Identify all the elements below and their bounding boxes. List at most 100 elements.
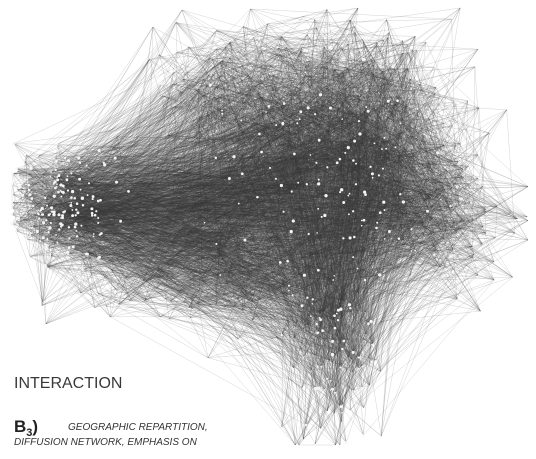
network-node	[61, 214, 64, 218]
network-node	[91, 195, 95, 199]
network-node	[328, 106, 333, 110]
network-node	[310, 315, 312, 317]
network-node	[378, 211, 382, 215]
network-node	[396, 99, 399, 103]
network-node	[293, 152, 296, 156]
network-node	[71, 214, 75, 218]
network-node	[446, 168, 449, 171]
network-node	[375, 226, 378, 230]
network-node	[361, 57, 365, 62]
network-node	[313, 113, 317, 116]
network-node	[351, 210, 355, 213]
network-node	[10, 183, 14, 186]
section-title: INTERACTION	[14, 375, 122, 392]
network-node	[399, 122, 402, 125]
network-node	[298, 118, 301, 121]
network-node	[265, 111, 267, 113]
network-node	[410, 88, 413, 91]
network-node	[16, 223, 19, 226]
network-node	[27, 188, 31, 192]
network-node	[434, 65, 438, 69]
network-node	[90, 207, 94, 211]
network-node	[367, 322, 370, 325]
network-node	[449, 205, 452, 208]
network-node	[76, 211, 80, 215]
network-node	[77, 156, 81, 160]
network-node	[357, 367, 360, 370]
network-node	[353, 139, 357, 143]
network-node	[57, 190, 60, 194]
network-node	[11, 172, 14, 175]
network-node	[35, 241, 39, 245]
network-node	[227, 177, 231, 180]
network-node	[339, 405, 343, 409]
network-node	[42, 221, 46, 225]
network-node	[127, 189, 130, 193]
network-node	[21, 182, 24, 185]
network-node	[46, 237, 49, 241]
network-node	[280, 333, 283, 337]
network-node	[23, 190, 26, 193]
network-node	[80, 196, 85, 200]
network-node	[119, 219, 123, 223]
network-node	[35, 229, 39, 234]
network-node	[67, 226, 71, 229]
network-node	[256, 195, 259, 199]
network-node	[347, 303, 352, 307]
network-node	[410, 228, 413, 231]
network-node	[258, 132, 261, 136]
network-node	[41, 236, 45, 240]
network-node	[315, 161, 318, 164]
network-node	[333, 314, 336, 318]
network-node	[305, 183, 308, 186]
network-node	[60, 195, 63, 198]
network-node	[383, 136, 386, 139]
network-node	[386, 99, 390, 103]
network-node	[281, 121, 285, 125]
network-node	[278, 261, 282, 264]
network-node	[61, 216, 65, 220]
network-node	[45, 247, 49, 250]
network-node	[348, 192, 351, 195]
network-node	[74, 214, 77, 217]
network-node	[67, 246, 71, 249]
network-node	[14, 229, 18, 233]
network-node	[68, 237, 71, 240]
network-node	[267, 105, 271, 108]
network-node	[18, 185, 22, 189]
network-node	[296, 122, 299, 125]
network-node	[55, 186, 58, 188]
network-node	[21, 193, 25, 197]
network-node	[91, 214, 94, 217]
network-node	[37, 154, 39, 157]
network-node	[371, 343, 374, 347]
network-node	[99, 198, 102, 202]
network-node	[373, 142, 376, 145]
network-node	[84, 252, 89, 256]
network-node	[240, 172, 244, 176]
network-node	[29, 200, 32, 203]
network-node	[29, 166, 33, 171]
network-node	[341, 411, 344, 414]
network-node	[363, 278, 367, 282]
network-node	[326, 377, 329, 380]
network-node	[341, 118, 344, 120]
network-node	[14, 221, 17, 223]
network-node	[81, 204, 85, 207]
network-node	[93, 213, 97, 217]
network-node	[382, 167, 384, 170]
network-node	[38, 217, 41, 220]
network-node	[70, 172, 73, 175]
network-node	[10, 213, 14, 216]
network-node	[356, 267, 359, 270]
network-node	[57, 174, 61, 178]
network-node	[275, 124, 278, 127]
network-node	[32, 205, 35, 208]
network-node	[86, 194, 89, 197]
network-node	[71, 245, 75, 249]
network-node	[69, 204, 73, 207]
network-node	[215, 242, 218, 245]
network-node	[362, 218, 366, 222]
network-node	[302, 273, 306, 277]
network-node	[434, 117, 437, 120]
